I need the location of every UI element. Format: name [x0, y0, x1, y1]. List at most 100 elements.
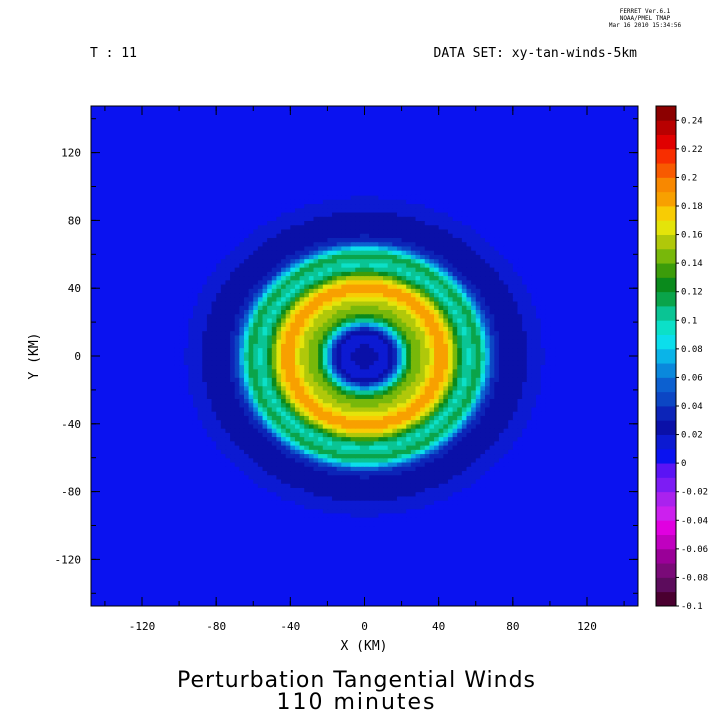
field-cell [475, 487, 481, 493]
field-cell [424, 360, 430, 366]
field-cell [540, 389, 546, 395]
field-cell [327, 275, 333, 281]
field-cell [230, 415, 236, 421]
field-cell [304, 394, 310, 399]
field-cell [443, 444, 449, 450]
field-cell [211, 283, 217, 289]
field-cell [299, 228, 305, 234]
field-cell [480, 317, 486, 323]
field-cell [281, 211, 287, 217]
field-cell [429, 423, 435, 429]
field-cell [540, 300, 546, 306]
field-cell [480, 377, 486, 383]
field-cell [206, 271, 213, 277]
field-cell [327, 385, 333, 391]
field-cell [466, 300, 472, 306]
field-cell [359, 449, 366, 455]
field-cell [313, 440, 319, 446]
field-cell [332, 326, 338, 332]
field-cell [304, 372, 310, 378]
field-cell [531, 389, 537, 395]
field-cell [517, 432, 523, 438]
field-cell [434, 402, 440, 408]
field-cell [308, 372, 315, 378]
field-cell [503, 334, 509, 340]
field-cell [350, 305, 356, 310]
field-cell [327, 220, 333, 226]
field-cell [526, 381, 532, 387]
field-cell [183, 377, 189, 383]
field-cell [285, 233, 291, 238]
field-cell [192, 313, 199, 319]
field-cell [517, 351, 523, 357]
field-cell [281, 330, 287, 336]
field-cell [262, 483, 268, 488]
field-cell [243, 245, 250, 251]
field-cell [373, 292, 380, 298]
field-cell [383, 377, 389, 383]
field-cell [290, 428, 296, 433]
field-cell [392, 500, 398, 505]
field-cell [276, 309, 282, 315]
field-cell [318, 211, 324, 217]
field-cell [424, 356, 430, 361]
field-cell [415, 283, 421, 289]
field-cell [401, 296, 407, 302]
field-cell [485, 444, 491, 450]
field-cell [276, 258, 282, 264]
field-cell [420, 466, 426, 472]
field-cell [457, 292, 463, 298]
field-cell [308, 279, 315, 285]
field-cell [345, 364, 352, 370]
field-cell [290, 250, 296, 255]
field-cell [341, 432, 347, 438]
field-cell [383, 258, 389, 264]
field-cell [508, 258, 514, 264]
field-cell [281, 474, 287, 480]
field-cell [429, 500, 435, 505]
field-cell [461, 483, 468, 488]
field-cell [359, 211, 366, 217]
field-cell [415, 271, 421, 277]
field-cell [531, 368, 537, 374]
field-cell [383, 254, 389, 260]
field-cell [512, 275, 519, 281]
field-cell [230, 389, 236, 395]
field-cell [281, 224, 287, 230]
field-cell [447, 389, 454, 395]
field-cell [345, 296, 352, 302]
field-cell [336, 360, 342, 366]
field-cell [517, 339, 523, 344]
field-cell [359, 478, 366, 484]
field-cell [373, 419, 380, 425]
field-cell [475, 478, 481, 484]
field-cell [355, 402, 361, 408]
field-cell [276, 466, 282, 472]
field-cell [466, 457, 472, 463]
field-cell [299, 199, 305, 205]
field-cell [211, 300, 217, 306]
field-cell [420, 339, 426, 344]
field-cell [489, 406, 495, 412]
field-cell [285, 440, 291, 446]
field-cell [345, 334, 352, 340]
field-cell [308, 224, 315, 230]
field-cell [285, 457, 291, 463]
field-cell [369, 406, 375, 412]
field-cell [281, 440, 287, 446]
field-cell [220, 394, 227, 399]
field-cell [276, 322, 282, 327]
field-cell [489, 428, 495, 433]
field-cell [355, 500, 361, 505]
field-cell [304, 233, 310, 238]
field-cell [406, 500, 412, 505]
field-cell [327, 207, 333, 213]
field-cell [396, 432, 403, 438]
field-cell [188, 334, 194, 340]
field-cell [285, 296, 291, 302]
field-cell [410, 428, 417, 433]
field-cell [230, 330, 236, 336]
field-cell [318, 372, 324, 378]
field-cell [276, 428, 282, 433]
field-cell [355, 275, 361, 281]
